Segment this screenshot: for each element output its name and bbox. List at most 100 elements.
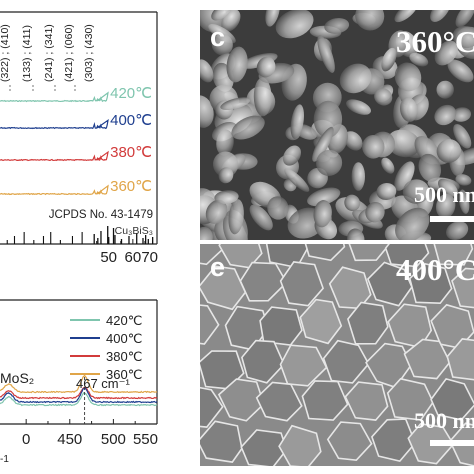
- sem-c-grain: [200, 59, 214, 83]
- sem-e-grain: [279, 261, 325, 307]
- sem-c-grain: [226, 46, 248, 83]
- sem-c-grain: [376, 182, 397, 201]
- raman-x-tick-label: 500: [101, 431, 126, 448]
- sem-e-grain: [348, 244, 391, 262]
- sem-c-grain: [394, 161, 415, 191]
- raman-peak-label-mos2: MoS₂: [0, 370, 34, 386]
- sem-c-grain: [216, 129, 234, 156]
- xrd-x-tick-label: 50: [100, 249, 117, 266]
- sem-c-grain: [228, 199, 244, 235]
- panel-letter-c: c: [210, 22, 226, 52]
- sem-c-grain: [394, 10, 418, 23]
- sem-c-grain: [452, 107, 472, 122]
- xrd-chart: 50 60 70 JCPDS No. 43-1479 Cu₃BiS₃ 420℃ 400℃ 38…: [0, 11, 158, 266]
- sem-c-grain: [256, 56, 276, 78]
- sem-e-grain: [403, 338, 451, 380]
- xrd-hkl-label: (133) ; (411): [21, 25, 33, 82]
- sem-e-grain: [433, 244, 474, 266]
- xrd-hkl-label: (421) ; (060): [63, 24, 75, 82]
- sem-c-grain: [316, 149, 343, 176]
- sem-c-grain: [386, 129, 421, 158]
- xrd-hkl-label: (241) ; (341): [43, 24, 55, 82]
- sem-c-grain: [220, 97, 251, 111]
- sem-c-grain: [307, 187, 341, 207]
- xrd-series-label: 400℃: [110, 112, 152, 129]
- xrd-hkl-label-group: (421) ; (060): [63, 24, 75, 82]
- sem-c-grain: [200, 226, 213, 240]
- sem-c-grain: [452, 26, 474, 48]
- sem-e-grain: [366, 261, 413, 307]
- sem-e-grain: [255, 381, 303, 422]
- sem-c-grain: [211, 33, 233, 56]
- sem-e-grain: [408, 263, 453, 305]
- xrd-hkl-label-group: (322) ; (410): [0, 24, 11, 82]
- sem-e-grain: [200, 244, 224, 266]
- raman-series-1-line: [0, 387, 158, 404]
- sem-c-grain: [344, 194, 361, 212]
- sem-e-grain: [370, 418, 417, 462]
- sem-image-c: [200, 10, 474, 240]
- scale-bar-label-c: 500 nm: [414, 182, 474, 207]
- raman-peak-label-467: 467 cm⁻¹: [76, 376, 130, 391]
- sem-c-grain: [434, 104, 457, 126]
- sem-c-grain: [313, 100, 343, 138]
- sem-c-grain: [218, 167, 234, 184]
- sem-e-grain: [386, 377, 435, 421]
- sem-c-grain: [214, 190, 239, 204]
- xrd-hkl-label: (322) ; (410): [0, 24, 11, 82]
- sem-image-e: [200, 244, 474, 466]
- sem-c-grain: [430, 10, 451, 23]
- sem-e-grain: [240, 429, 288, 466]
- sem-e-grain: [451, 267, 474, 309]
- sem-e-grain: [200, 420, 243, 463]
- sem-e-grain: [200, 304, 220, 345]
- sem-c-grain: [455, 10, 474, 28]
- scale-bar-c: [430, 216, 474, 222]
- sem-c-grain: [200, 10, 227, 33]
- sem-c-grain: [399, 97, 418, 122]
- raman-x-tick-label: 550: [133, 431, 158, 448]
- sem-e-grain: [200, 386, 224, 428]
- xrd-series-label: 420℃: [110, 85, 152, 102]
- sem-c-grain: [434, 40, 458, 66]
- sem-c-grain: [347, 228, 365, 240]
- raman-series-2-line: [0, 386, 158, 400]
- raman-series-3-line: [0, 374, 158, 394]
- sem-c-grain: [346, 99, 371, 115]
- sem-c-grain: [409, 52, 429, 67]
- raman-series-0-line: [0, 391, 158, 407]
- sem-c-grain: [381, 47, 397, 72]
- raman-chart: 0 450 500 550 -1 420℃ 400℃ 380℃ 360℃ MoS₂ 467 cm⁻¹: [0, 299, 158, 465]
- sem-c-grain: [447, 59, 474, 83]
- sem-c-grain: [453, 124, 472, 149]
- sem-e-grain: [217, 378, 265, 422]
- sem-c-grain: [351, 162, 365, 191]
- scale-bar-label-e: 500 nm: [414, 408, 474, 433]
- xrd-hkl-label-group: (133) ; (411): [21, 25, 33, 82]
- panel-letter-e: e: [210, 252, 226, 282]
- xrd-hkl-label-group: (303) ; (430): [83, 24, 95, 82]
- sem-c-grain: [394, 62, 422, 92]
- sem-c-grain: [402, 179, 430, 204]
- sem-c-grain: [455, 174, 472, 186]
- sem-e-grain: [259, 306, 303, 346]
- sem-c-grain: [267, 196, 289, 220]
- xrd-x-tick-label: 70: [141, 249, 158, 266]
- sem-panel-c: c 360°C 500 nm: [200, 10, 474, 240]
- sem-panel-e: e 400°C 500 nm: [200, 244, 474, 466]
- sem-c-grain: [200, 95, 214, 128]
- sem-c-grain: [343, 131, 363, 151]
- raman-legend-label: 360℃: [106, 367, 142, 382]
- sem-e-grain: [430, 377, 474, 421]
- sem-c-grain: [290, 104, 305, 140]
- sem-c-grain: [275, 10, 314, 39]
- sem-c-grain: [265, 10, 280, 27]
- scale-bar-e: [430, 440, 474, 446]
- sem-c-grain: [211, 10, 232, 21]
- sem-c-grain: [282, 145, 302, 166]
- xrd-hkl-label: (303) ; (430): [83, 24, 95, 82]
- xrd-reference-compound: Cu₃BiS₃: [115, 225, 153, 237]
- xrd-x-tick-label: 60: [125, 249, 142, 266]
- sem-c-grain: [395, 207, 430, 240]
